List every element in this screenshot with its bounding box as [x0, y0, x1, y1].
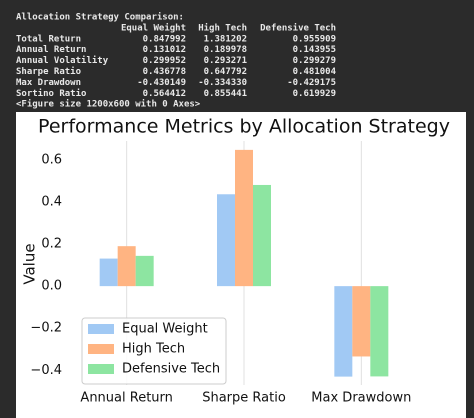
table-cell: 0.436778 [143, 67, 186, 77]
legend-swatch [88, 344, 114, 354]
table-cell: 0.855441 [204, 89, 247, 99]
row-label: Annual Return [16, 45, 86, 55]
legend-swatch [88, 324, 114, 334]
console-footer: <Figure size 1200x600 with 0 Axes> [16, 99, 201, 110]
row-label: Annual Volatility [16, 55, 109, 66]
console-title: Allocation Strategy Comparison: [16, 12, 184, 23]
bar [352, 286, 371, 357]
legend-label: Defensive Tech [122, 362, 220, 377]
y-tick-label: −0.2 [30, 321, 62, 336]
table-cell: 0.293271 [204, 56, 247, 66]
x-tick-label: Annual Return [80, 391, 172, 406]
column-header: High Tech [198, 22, 247, 33]
table-cell: -0.429175 [287, 78, 336, 88]
row-label: Sortino Ratio [16, 88, 86, 99]
table-cell: -0.430149 [137, 78, 186, 88]
table-cell: 1.381202 [204, 34, 247, 44]
table-cell: 0.564412 [143, 89, 186, 99]
table-cell: 0.299279 [293, 56, 336, 66]
y-tick-label: 0.6 [41, 152, 62, 167]
table-cell: 0.131012 [143, 45, 186, 55]
table-cell: 0.955909 [293, 34, 336, 44]
legend-label: Equal Weight [122, 322, 208, 337]
y-axis-label: Value [21, 243, 39, 284]
bar [253, 184, 271, 287]
legend-box [81, 317, 227, 385]
x-tick-label: Sharpe Ratio [202, 391, 286, 406]
chart-title: Performance Metrics by Allocation Strate… [38, 116, 450, 138]
table-cell: 0.847992 [143, 34, 186, 44]
bar [217, 194, 235, 287]
table-cell: -0.334330 [198, 78, 247, 88]
table-cell: 0.619929 [293, 89, 336, 99]
bar [334, 286, 353, 377]
bar [370, 286, 389, 377]
table-cell: 0.299952 [143, 56, 186, 66]
bar [117, 246, 136, 287]
table-cell: 0.481004 [293, 67, 337, 77]
row-label: Total Return [16, 34, 81, 44]
table-cell: 0.143955 [293, 45, 336, 55]
bar [135, 255, 154, 287]
y-tick-label: 0.0 [41, 279, 62, 294]
y-tick-label: −0.4 [30, 363, 62, 378]
y-tick-label: 0.4 [41, 195, 62, 210]
table-cell: 0.189978 [204, 45, 247, 55]
x-tick-label: Max Drawdown [311, 391, 411, 406]
table-cell: 0.647792 [204, 67, 247, 77]
row-label: Max Drawdown [16, 78, 81, 88]
legend-swatch [88, 364, 114, 374]
column-header: Equal Weight [121, 22, 186, 33]
y-tick-label: 0.2 [41, 237, 62, 252]
column-header: Defensive Tech [260, 22, 336, 33]
bar [99, 258, 118, 287]
legend-label: High Tech [122, 342, 185, 357]
bar [235, 149, 253, 287]
row-label: Sharpe Ratio [16, 66, 81, 77]
